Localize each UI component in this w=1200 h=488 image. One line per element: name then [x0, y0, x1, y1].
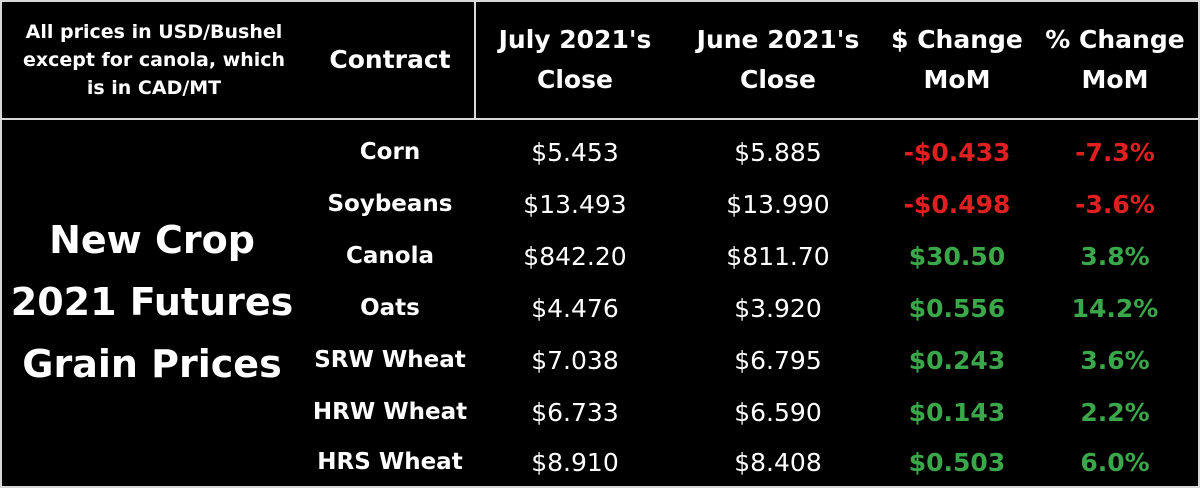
- dollar-change: $0.503: [908, 447, 1006, 477]
- table-row: Soybeans $13.493 $13.990 -$0.498 -3.6%: [2, 178, 1198, 230]
- header-line: July 2021's: [498, 25, 652, 54]
- july-close: $7.038: [531, 345, 619, 375]
- june-close: $811.70: [726, 241, 830, 271]
- june-close: $6.795: [734, 345, 822, 375]
- june-close: $6.590: [734, 397, 822, 427]
- header-divider: [474, 2, 476, 118]
- contract-name: HRW Wheat: [312, 399, 468, 425]
- table-row: Oats $4.476 $3.920 $0.556 14.2%: [2, 282, 1198, 334]
- title-line: 2021 Futures: [10, 280, 294, 324]
- percent-change: 3.8%: [1080, 241, 1150, 271]
- dollar-change: $0.143: [908, 397, 1006, 427]
- table-row: Corn $5.453 $5.885 -$0.433 -7.3%: [2, 126, 1198, 178]
- dollar-change: $0.556: [908, 293, 1006, 323]
- percent-change: 14.2%: [1071, 293, 1159, 323]
- june-close: $13.990: [726, 189, 830, 219]
- june-close: $8.408: [734, 447, 822, 477]
- header-line: $ Change: [891, 25, 1023, 54]
- june-close: $3.920: [734, 293, 822, 323]
- header-line: Close: [537, 65, 613, 94]
- july-close: $6.733: [531, 397, 619, 427]
- header-line: % Change: [1045, 25, 1185, 54]
- units-note-line: is in CAD/MT: [86, 77, 222, 99]
- dollar-change: $30.50: [908, 241, 1006, 271]
- percent-change: 3.6%: [1080, 345, 1150, 375]
- header-dollar-change: $ Change MoM: [882, 6, 1032, 114]
- dollar-change: -$0.498: [903, 189, 1011, 219]
- table-row: HRW Wheat $6.733 $6.590 $0.143 2.2%: [2, 386, 1198, 438]
- header-line: June 2021's: [696, 25, 860, 54]
- contract-name: Canola: [346, 243, 434, 269]
- units-note: All prices in USD/Bushel except for cano…: [4, 4, 304, 116]
- july-close: $5.453: [531, 137, 619, 167]
- contract-name: SRW Wheat: [314, 347, 466, 373]
- percent-change: 2.2%: [1080, 397, 1150, 427]
- header-july-close: July 2021's Close: [476, 6, 674, 114]
- header-percent-change: % Change MoM: [1032, 6, 1198, 114]
- header-contract: Contract: [329, 45, 451, 74]
- july-close: $842.20: [523, 241, 627, 271]
- table-title: New Crop 2021 Futures Grain Prices: [2, 207, 302, 397]
- table-header: All prices in USD/Bushel except for cano…: [2, 2, 1198, 120]
- units-note-line: except for canola, which: [22, 49, 286, 71]
- table-row: HRS Wheat $8.910 $8.408 $0.503 6.0%: [2, 438, 1198, 486]
- title-line: New Crop: [49, 218, 255, 262]
- dollar-change: $0.243: [908, 345, 1006, 375]
- contract-name: HRS Wheat: [317, 449, 463, 475]
- contract-name: Corn: [359, 139, 421, 165]
- july-close: $13.493: [523, 189, 627, 219]
- table-row: Canola $842.20 $811.70 $30.50 3.8%: [2, 230, 1198, 282]
- july-close: $4.476: [531, 293, 619, 323]
- percent-change: -7.3%: [1075, 137, 1155, 167]
- percent-change: -3.6%: [1075, 189, 1155, 219]
- percent-change: 6.0%: [1080, 447, 1150, 477]
- header-june-close: June 2021's Close: [674, 6, 882, 114]
- contract-name: Oats: [360, 295, 420, 321]
- header-line: Close: [740, 65, 816, 94]
- header-line: MoM: [1081, 65, 1149, 94]
- july-close: $8.910: [531, 447, 619, 477]
- june-close: $5.885: [734, 137, 822, 167]
- header-line: MoM: [923, 65, 991, 94]
- contract-name: Soybeans: [327, 191, 453, 217]
- title-line: Grain Prices: [22, 342, 282, 386]
- dollar-change: -$0.433: [903, 137, 1011, 167]
- units-note-line: All prices in USD/Bushel: [25, 21, 283, 43]
- table-row: SRW Wheat $7.038 $6.795 $0.243 3.6%: [2, 334, 1198, 386]
